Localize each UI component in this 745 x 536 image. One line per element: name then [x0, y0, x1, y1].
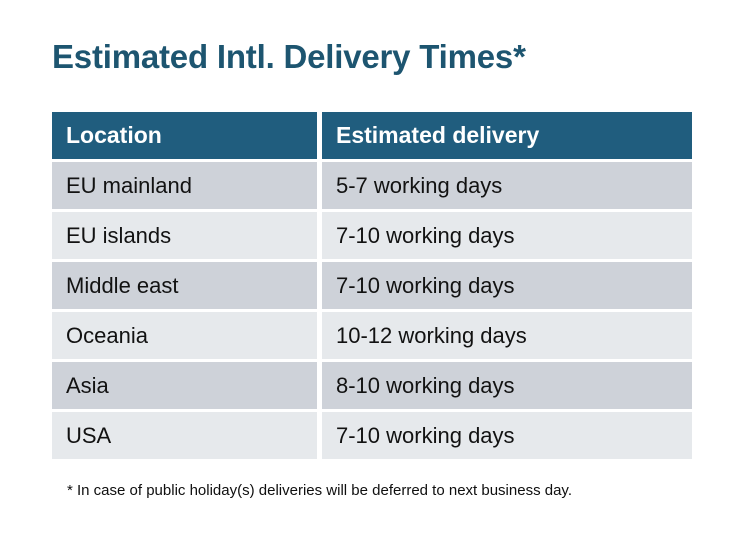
- table-header-row: Location Estimated delivery: [52, 112, 692, 159]
- cell-estimated-delivery: 7-10 working days: [322, 412, 692, 459]
- cell-estimated-delivery: 5-7 working days: [322, 162, 692, 209]
- cell-location: EU mainland: [52, 162, 317, 209]
- table-row: Middle east 7-10 working days: [52, 262, 692, 309]
- footnote-text: * In case of public holiday(s) deliverie…: [67, 482, 572, 499]
- table-row: EU mainland 5-7 working days: [52, 162, 692, 209]
- cell-location: Oceania: [52, 312, 317, 359]
- column-header-estimated-delivery: Estimated delivery: [322, 112, 692, 159]
- table-row: USA 7-10 working days: [52, 412, 692, 459]
- table-row: Oceania 10-12 working days: [52, 312, 692, 359]
- column-header-location: Location: [52, 112, 317, 159]
- table-row: Asia 8-10 working days: [52, 362, 692, 409]
- delivery-times-table: Location Estimated delivery EU mainland …: [52, 112, 692, 459]
- cell-estimated-delivery: 7-10 working days: [322, 212, 692, 259]
- cell-location: EU islands: [52, 212, 317, 259]
- cell-location: Middle east: [52, 262, 317, 309]
- cell-estimated-delivery: 8-10 working days: [322, 362, 692, 409]
- page-title: Estimated Intl. Delivery Times*: [52, 38, 526, 75]
- cell-location: Asia: [52, 362, 317, 409]
- table-row: EU islands 7-10 working days: [52, 212, 692, 259]
- cell-estimated-delivery: 10-12 working days: [322, 312, 692, 359]
- cell-estimated-delivery: 7-10 working days: [322, 262, 692, 309]
- cell-location: USA: [52, 412, 317, 459]
